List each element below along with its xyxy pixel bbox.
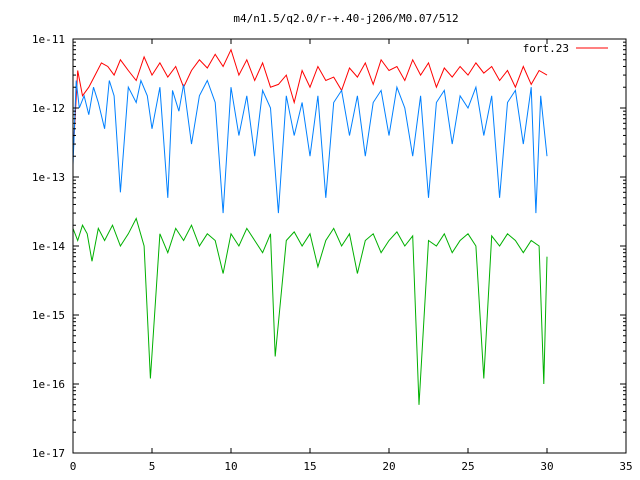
x-tick-label: 15: [303, 460, 316, 473]
y-tick-label: 1e-14: [32, 240, 65, 253]
y-tick-label: 1e-13: [32, 171, 65, 184]
series-line-1: [72, 78, 548, 214]
series-layer: [72, 48, 548, 405]
x-tick-label: 0: [70, 460, 77, 473]
legend-label: fort.23: [523, 42, 569, 55]
y-tick-label: 1e-12: [32, 102, 65, 115]
y-tick-label: 1e-11: [32, 33, 65, 46]
legend: fort.23: [523, 42, 608, 55]
chart-title: m4/n1.5/q2.0/r-+.40-j206/M0.07/512: [233, 12, 458, 25]
x-tick-label: 35: [619, 460, 632, 473]
y-tick-label: 1e-16: [32, 378, 65, 391]
series-line-0: [72, 48, 548, 157]
y-tick-label: 1e-17: [32, 447, 65, 460]
x-tick-label: 10: [224, 460, 237, 473]
x-tick-label: 20: [382, 460, 395, 473]
x-tick-label: 5: [149, 460, 156, 473]
plot-frame: [72, 38, 627, 454]
series-line-2: [72, 217, 548, 405]
x-tick-label: 30: [540, 460, 553, 473]
y-tick-label: 1e-15: [32, 309, 65, 322]
x-tick-label: 25: [461, 460, 474, 473]
plot-area: [72, 48, 548, 405]
x-axis: 0 5 10 15 20 25 30 35: [70, 39, 633, 473]
